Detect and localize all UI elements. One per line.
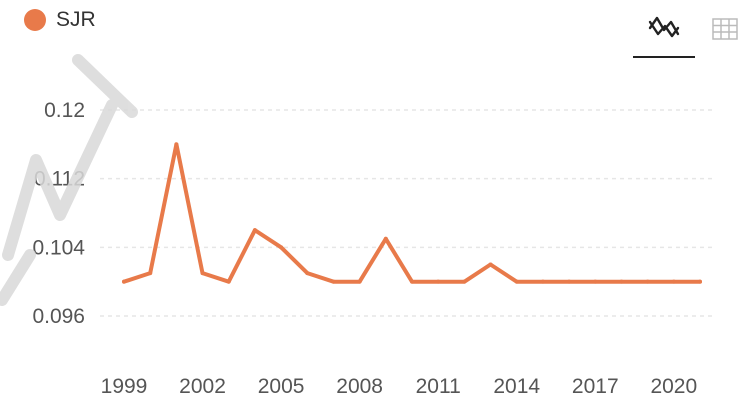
data-point[interactable] — [331, 279, 336, 284]
data-point[interactable] — [279, 245, 284, 250]
x-tick-label: 1999 — [101, 375, 148, 398]
table-icon — [712, 18, 738, 40]
x-axis-tick-labels: 1999 2002 2005 2008 2011 2014 2017 2020 — [101, 375, 698, 398]
y-tick-label: 0.12 — [44, 99, 85, 122]
data-point[interactable] — [252, 228, 257, 233]
data-point[interactable] — [540, 279, 545, 284]
y-tick-label: 0.104 — [32, 236, 85, 259]
y-axis-tick-labels: 0.096 0.104 0.112 0.12 — [32, 99, 85, 328]
data-point[interactable] — [698, 279, 702, 284]
y-tick-label: 0.096 — [32, 305, 85, 328]
legend-marker — [24, 9, 46, 31]
x-tick-label: 2014 — [493, 375, 540, 398]
data-point[interactable] — [488, 262, 493, 267]
data-point[interactable] — [645, 279, 650, 284]
data-point[interactable] — [200, 271, 205, 276]
data-point[interactable] — [305, 271, 310, 276]
chart-view-button[interactable] — [633, 2, 695, 58]
data-point[interactable] — [357, 279, 362, 284]
x-tick-label: 2017 — [572, 375, 619, 398]
data-point[interactable] — [462, 279, 467, 284]
series-layer — [122, 142, 702, 284]
data-point[interactable] — [148, 271, 153, 276]
legend-label: SJR — [56, 8, 96, 31]
data-point[interactable] — [226, 279, 231, 284]
chart-legend[interactable]: SJR — [24, 8, 96, 32]
data-point[interactable] — [122, 279, 126, 284]
data-point[interactable] — [514, 279, 519, 284]
x-tick-label: 2005 — [258, 375, 305, 398]
data-point[interactable] — [410, 279, 414, 284]
data-point[interactable] — [174, 142, 179, 147]
data-point[interactable] — [383, 236, 388, 241]
data-point[interactable] — [567, 279, 572, 284]
data-point[interactable] — [619, 279, 624, 284]
x-tick-label: 2002 — [179, 375, 226, 398]
x-tick-label: 2008 — [336, 375, 383, 398]
x-tick-label: 2011 — [416, 375, 461, 398]
series-line-sjr[interactable] — [122, 142, 702, 284]
y-tick-label: 0.112 — [34, 168, 85, 191]
data-point[interactable] — [593, 279, 598, 284]
line-chart-icon — [648, 16, 680, 38]
chart-toolbar — [629, 0, 749, 60]
grid-lines — [100, 109, 712, 317]
data-point[interactable] — [671, 279, 676, 284]
data-point[interactable] — [436, 279, 441, 284]
table-view-button[interactable] — [701, 2, 749, 56]
x-tick-label: 2020 — [650, 375, 697, 398]
